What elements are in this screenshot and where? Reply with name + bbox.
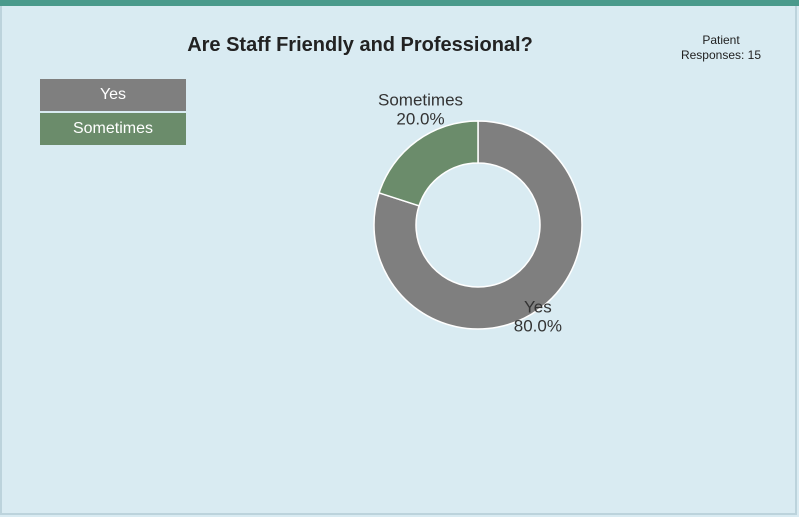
slice-sometimes[interactable] — [379, 121, 478, 206]
slice-label-sometimes: Sometimes — [378, 91, 463, 110]
slice-label-yes: Yes — [524, 298, 552, 317]
slice-percent-yes: 80.0% — [514, 317, 562, 336]
slice-percent-sometimes: 20.0% — [396, 110, 444, 129]
